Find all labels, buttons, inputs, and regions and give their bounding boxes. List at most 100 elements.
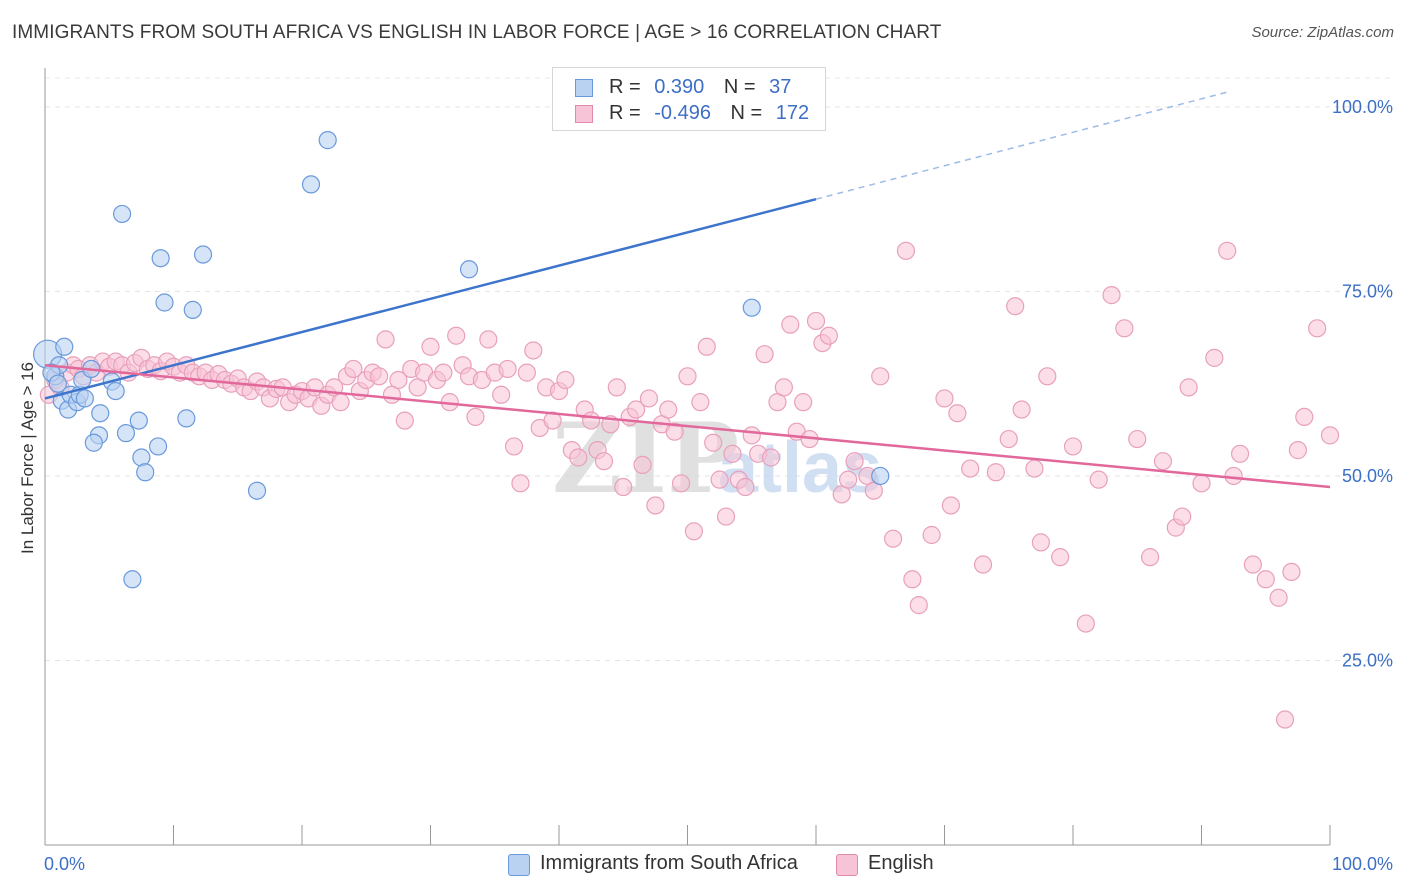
- south-africa-point: [55, 337, 74, 356]
- english-point: [774, 378, 793, 397]
- south-africa-point: [247, 481, 267, 500]
- english-point: [704, 433, 723, 452]
- english-point: [883, 529, 903, 548]
- english-point: [1089, 470, 1108, 489]
- english-point: [1006, 297, 1025, 316]
- english-point: [1025, 459, 1044, 478]
- english-point: [466, 407, 485, 427]
- legend-n-label: N =: [723, 76, 756, 98]
- south-africa-point: [177, 409, 196, 428]
- south-africa-point: [106, 381, 125, 401]
- english-point: [1063, 437, 1083, 456]
- english-point: [941, 496, 961, 515]
- south-africa-trend-line: [44, 197, 817, 400]
- english-point: [626, 400, 646, 419]
- english-point: [633, 455, 652, 474]
- english-point: [1275, 710, 1295, 729]
- south-africa-point: [193, 245, 213, 264]
- english-point: [1102, 286, 1121, 305]
- legend-r-label: R =: [609, 102, 641, 124]
- english-point: [716, 507, 736, 526]
- legend-series-name: English: [868, 852, 934, 874]
- english-point: [376, 330, 395, 349]
- english-point: [896, 241, 916, 260]
- english-point: [839, 470, 858, 489]
- legend-n-value: 172: [775, 102, 810, 124]
- english-point: [517, 363, 536, 382]
- english-point: [1269, 588, 1288, 607]
- south-africa-point: [84, 433, 103, 452]
- south-africa-point: [75, 389, 94, 408]
- south-africa-point: [112, 204, 132, 224]
- english-point: [961, 459, 980, 478]
- english-point: [370, 367, 389, 386]
- english-point: [1218, 241, 1237, 260]
- english-point: [819, 326, 838, 345]
- english-point: [659, 400, 678, 419]
- english-point: [845, 452, 864, 471]
- english-point: [871, 367, 890, 386]
- english-point: [999, 429, 1018, 449]
- english-point: [684, 522, 704, 541]
- english-point: [1031, 533, 1050, 552]
- south-africa-trend-extension: [815, 91, 1228, 200]
- pink-swatch-icon: [836, 854, 858, 876]
- english-point: [1308, 319, 1327, 338]
- english-point: [781, 315, 800, 334]
- english-point: [1243, 555, 1263, 574]
- english-point: [1153, 452, 1173, 471]
- south-africa-point: [318, 131, 337, 150]
- y-tick-label: 50.0%: [1342, 466, 1393, 486]
- english-point: [395, 411, 414, 430]
- english-point: [723, 444, 742, 463]
- south-africa-point: [123, 570, 142, 589]
- grid-lines: [45, 77, 1390, 661]
- south-africa-point: [116, 424, 136, 443]
- tick-labels: 100.0% 75.0% 50.0% 25.0% 0.0% 100.0%: [44, 97, 1393, 874]
- blue-swatch-icon: [575, 79, 593, 97]
- legend-r-label: R =: [609, 76, 641, 98]
- south-africa-point: [871, 466, 890, 486]
- english-points: [39, 241, 1340, 729]
- english-point: [671, 474, 691, 493]
- south-africa-point: [742, 298, 761, 317]
- blue-swatch-icon: [508, 854, 530, 876]
- english-point: [331, 393, 350, 412]
- series-legend: Immigrants from South Africa English: [0, 852, 1406, 878]
- english-point: [447, 326, 466, 345]
- english-point: [909, 596, 928, 615]
- english-point: [1173, 507, 1192, 526]
- trend-lines: [44, 91, 1331, 489]
- pink-swatch-icon: [575, 105, 593, 123]
- english-point: [794, 393, 813, 412]
- english-point: [665, 422, 684, 441]
- english-point: [806, 311, 826, 331]
- legend-r-value: -0.496: [654, 102, 711, 124]
- english-point: [697, 337, 716, 356]
- english-point: [1128, 429, 1147, 449]
- south-africa-point: [155, 293, 174, 312]
- south-africa-point: [301, 175, 321, 194]
- english-point: [607, 378, 626, 397]
- south-africa-point: [136, 463, 155, 482]
- english-point: [922, 525, 941, 545]
- south-africa-points: [32, 131, 890, 589]
- english-point: [1140, 548, 1160, 567]
- english-point: [389, 370, 408, 390]
- south-africa-point: [129, 411, 148, 430]
- x-tick-label: 100.0%: [1332, 854, 1393, 874]
- legend-n-value: 37: [769, 76, 792, 98]
- english-point: [1288, 441, 1307, 460]
- english-point: [556, 370, 575, 390]
- english-point: [761, 448, 781, 467]
- legend-series-name: Immigrants from South Africa: [540, 852, 798, 874]
- south-africa-point: [48, 374, 67, 393]
- chart-title: IMMIGRANTS FROM SOUTH AFRICA VS ENGLISH …: [12, 22, 942, 43]
- y-tick-label: 75.0%: [1342, 281, 1393, 301]
- english-point: [639, 389, 659, 408]
- axes: [44, 68, 1331, 846]
- south-africa-point: [183, 300, 202, 319]
- english-point: [1282, 562, 1301, 582]
- english-point: [594, 452, 614, 471]
